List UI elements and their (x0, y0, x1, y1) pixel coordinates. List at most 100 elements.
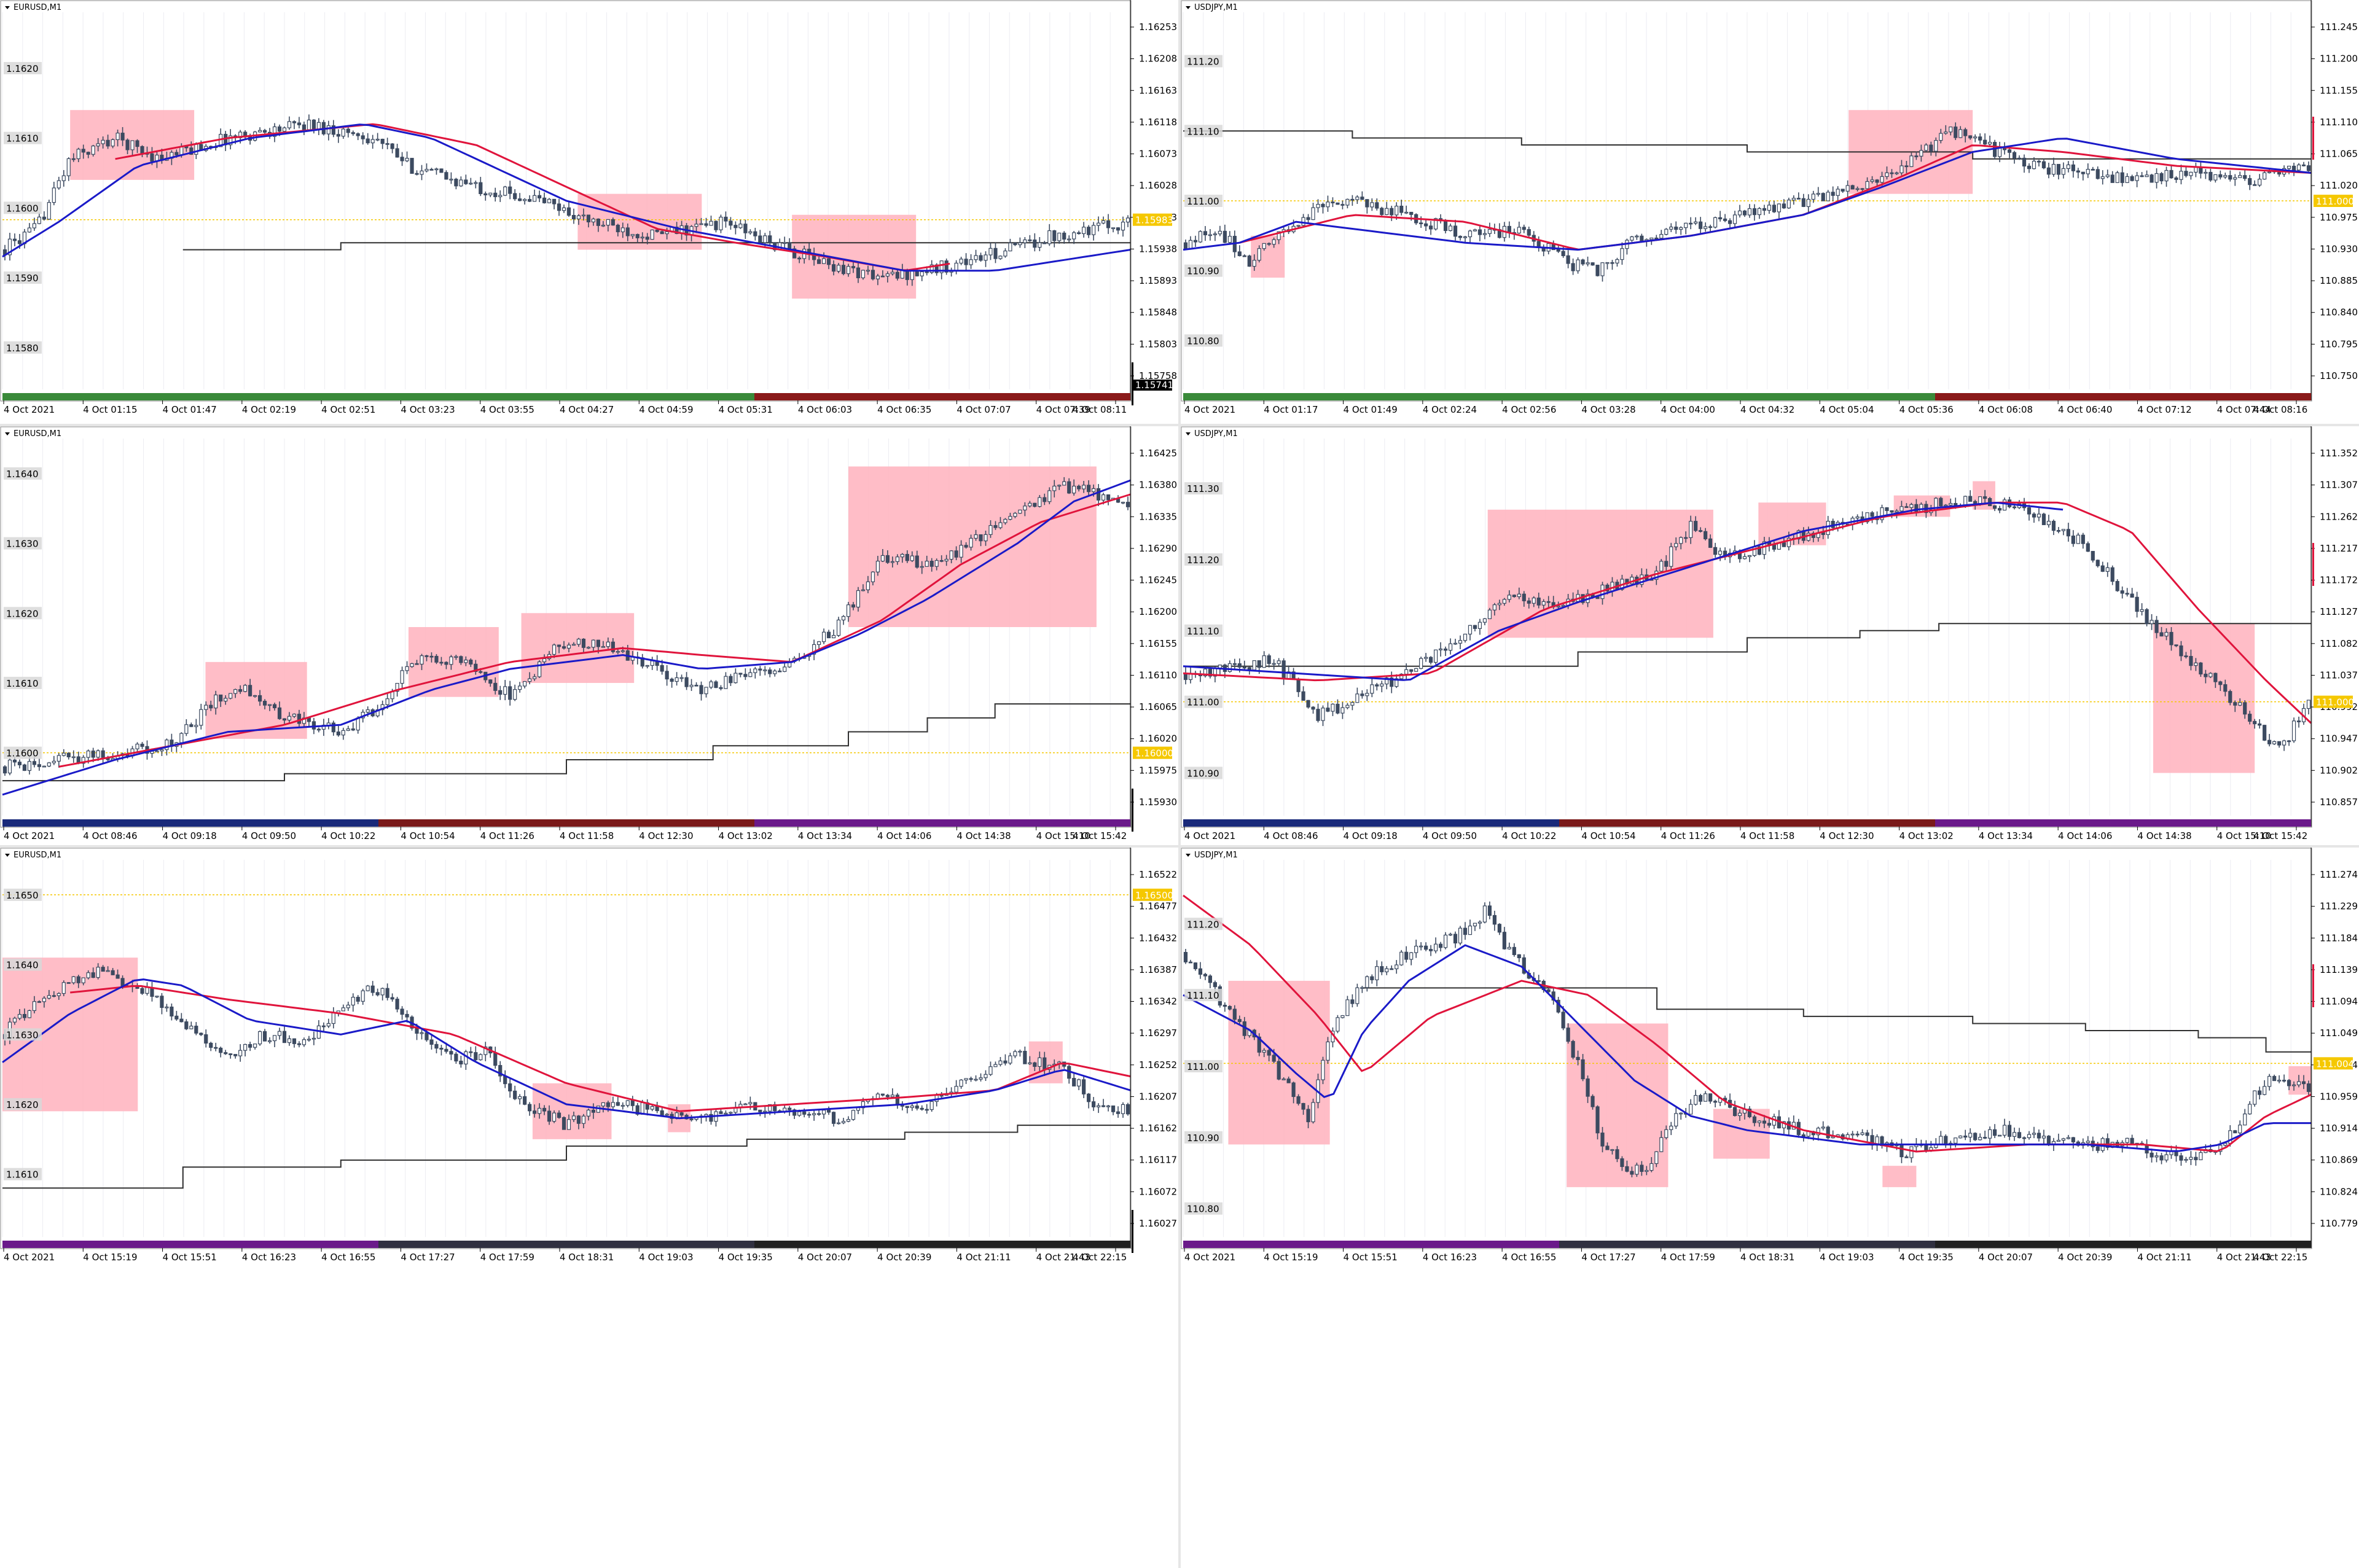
symbol-label[interactable]: EURUSD,M1 (14, 851, 61, 860)
symbol-label[interactable]: USDJPY,M1 (1194, 851, 1238, 860)
candle-body (1704, 226, 1708, 229)
chart-panel-2[interactable]: 111.20 111.10 111.00 110.90 110.80 USDJPY,M1 1… (1181, 0, 2358, 421)
session-strip (1559, 1241, 1935, 1248)
candle-body (841, 616, 846, 621)
candle-body (424, 169, 429, 171)
candle-body (1796, 530, 1801, 540)
candle-body (1664, 1129, 1669, 1138)
current-price-tag-text: 1.16000 (1135, 748, 1173, 759)
dropdown-triangle-icon[interactable] (5, 432, 10, 435)
candle-body (611, 1102, 615, 1107)
candle-body (2007, 149, 2012, 153)
moving-average-blue (2, 978, 1131, 1120)
candle-body (2267, 739, 2272, 744)
candle-body (2164, 1154, 2169, 1161)
candle-body (571, 214, 576, 220)
dropdown-triangle-icon[interactable] (5, 854, 10, 857)
price-axis-label: 1.16432 (1139, 932, 1177, 943)
candle-body (1350, 999, 1355, 1004)
chart-panel-4[interactable]: 111.30 111.20 111.10 111.00 110.90 USDJPY,M1 1… (1181, 426, 2358, 848)
chart-panel-1[interactable]: 1.1620 1.1610 1.1600 1.1590 1.1580 EURUSD,M1 1… (0, 0, 1177, 421)
candle-body (954, 262, 958, 271)
candle-body (37, 764, 41, 767)
candle-body (1694, 221, 1698, 224)
candle-body (1414, 668, 1418, 672)
dropdown-triangle-icon[interactable] (1186, 432, 1191, 435)
candle-body (861, 270, 866, 278)
dropdown-triangle-icon[interactable] (1186, 6, 1191, 9)
candle-body (76, 976, 80, 983)
candle-body (415, 173, 419, 175)
candle-body (758, 235, 762, 243)
candle-body (61, 752, 66, 756)
time-axis-label: 4 Oct 2021 (1184, 1252, 1235, 1263)
candle-body (679, 1112, 684, 1116)
candle-body (282, 1031, 287, 1043)
candle-body (106, 970, 110, 972)
candle-body (724, 1112, 728, 1115)
symbol-label[interactable]: USDJPY,M1 (1194, 429, 1238, 439)
time-axis-label: 4 Oct 15:42 (2253, 830, 2307, 841)
candle-body (1708, 538, 1713, 548)
candle-body (1252, 260, 1256, 267)
level-step-line (182, 242, 1130, 251)
symbol-label[interactable]: EURUSD,M1 (14, 3, 61, 12)
candle-body (1340, 707, 1345, 714)
time-axis-label: 4 Oct 12:30 (1820, 830, 1874, 841)
chart-svg: 1.1640 1.1630 1.1620 1.1610 1.1600 EURUSD,M1 1… (0, 426, 1177, 841)
candle-body (1924, 1145, 1928, 1151)
candle-body (925, 561, 929, 567)
time-axis-label: 4 Oct 07:12 (2137, 404, 2191, 415)
dropdown-triangle-icon[interactable] (1186, 854, 1191, 857)
candle-body (1595, 1106, 1600, 1134)
candle-body (1116, 227, 1121, 231)
candle-body (998, 522, 1003, 528)
vertical-divider[interactable] (1178, 0, 1181, 1568)
candle-body (12, 1018, 17, 1023)
candle-body (479, 671, 483, 673)
horizontal-divider-1[interactable] (0, 424, 2359, 426)
candle-body (2145, 174, 2149, 177)
candle-body (287, 716, 292, 721)
candle-body (1183, 242, 1188, 249)
chart-panel-3[interactable]: 1.1640 1.1630 1.1620 1.1610 1.1600 EURUSD,M1 1… (0, 426, 1177, 848)
candle-body (1841, 189, 1845, 192)
session-strip (1559, 393, 1935, 400)
candle-body (474, 663, 478, 673)
level-label-bg (4, 958, 42, 971)
candle-body (1306, 217, 1310, 220)
candle-body (1561, 251, 1565, 256)
time-axis-label: 4 Oct 2021 (1184, 830, 1235, 841)
candle-body (47, 202, 51, 220)
candle-body (390, 997, 394, 1000)
candle-body (561, 207, 566, 211)
chart-panel-6[interactable]: 111.20 111.10 111.00 110.90 110.80 USDJPY,M1 1… (1181, 848, 2358, 1269)
candle-body (616, 224, 620, 233)
candle-body (875, 1093, 880, 1099)
candle-body (1865, 1132, 1869, 1136)
horizontal-divider-2[interactable] (0, 845, 2359, 848)
time-axis-label: 4 Oct 02:19 (242, 404, 296, 415)
level-label-bg (4, 888, 42, 901)
level-label-bg (1184, 1202, 1223, 1215)
chart-panel-5[interactable]: 1.1650 1.1640 1.1630 1.1620 1.1610 EURUSD,M1 1… (0, 848, 1177, 1269)
level-label: 110.80 (1187, 335, 1219, 346)
candle-body (233, 689, 238, 694)
candle-body (826, 1109, 831, 1113)
dropdown-triangle-icon[interactable] (5, 6, 10, 9)
candle-body (929, 561, 934, 567)
symbol-label[interactable]: EURUSD,M1 (14, 429, 61, 439)
candle-body (1885, 507, 1889, 512)
candle-body (1659, 234, 1664, 239)
candle-body (1806, 532, 1810, 541)
candle-body (895, 271, 899, 279)
candle-body (812, 644, 816, 655)
candle-body (420, 655, 424, 665)
candle-body (449, 1051, 453, 1055)
candle-body (1586, 1078, 1590, 1097)
candle-body (1732, 1107, 1737, 1117)
candle-body (1311, 1102, 1315, 1123)
candle-body (1757, 1120, 1762, 1123)
candle-body (660, 665, 664, 672)
symbol-label[interactable]: USDJPY,M1 (1194, 3, 1238, 12)
